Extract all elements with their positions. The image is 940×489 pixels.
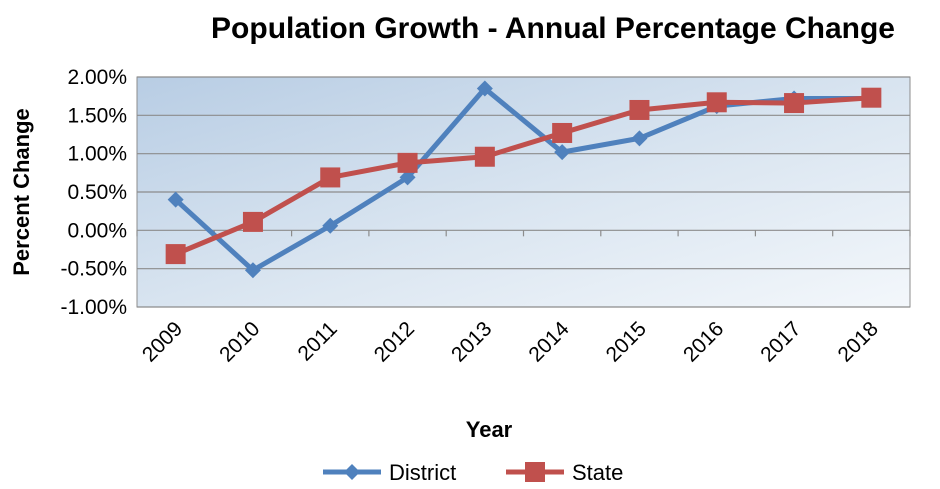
data-point xyxy=(167,191,184,208)
data-point xyxy=(784,93,805,114)
series-line xyxy=(173,95,874,257)
x-tick-label: 2010 xyxy=(215,317,264,366)
x-tick-label: 2015 xyxy=(602,317,651,366)
data-point xyxy=(322,217,339,234)
data-point xyxy=(165,244,186,265)
x-tick-label: 2017 xyxy=(756,317,805,366)
chart-title: Population Growth - Annual Percentage Ch… xyxy=(211,12,895,45)
y-tick-label: 1.00% xyxy=(67,143,127,166)
legend: District State xyxy=(323,460,623,485)
x-tick-label: 2013 xyxy=(447,317,496,366)
legend-label: District xyxy=(389,460,456,485)
legend-item-district: District xyxy=(323,460,456,485)
data-point xyxy=(397,152,418,173)
legend-marker xyxy=(344,464,360,480)
x-axis-ticks: 2009 2010 2011 2012 2013 2014 2015 2016 2017 2018 xyxy=(138,317,883,367)
data-point xyxy=(629,99,650,120)
gridlines xyxy=(136,76,911,308)
data-point xyxy=(242,211,263,232)
y-tick-label: 0.00% xyxy=(67,219,127,242)
data-point xyxy=(474,146,495,167)
series-layer xyxy=(165,80,882,279)
series-state xyxy=(165,87,882,265)
data-point xyxy=(476,80,493,97)
x-tick-label: 2012 xyxy=(370,317,419,366)
legend-label: State xyxy=(572,460,623,485)
y-axis-ticks: 2.00% 1.50% 1.00% 0.50% 0.00% -0.50% -1.00% xyxy=(60,66,127,319)
y-tick-label: 2.00% xyxy=(67,66,127,89)
data-point xyxy=(244,262,261,279)
x-tick-label: 2018 xyxy=(834,317,883,366)
data-point xyxy=(706,92,727,113)
x-tick-label: 2011 xyxy=(294,317,342,365)
data-point xyxy=(399,169,416,186)
data-point xyxy=(552,122,573,143)
data-point xyxy=(320,167,341,188)
y-tick-label: 0.50% xyxy=(67,181,127,204)
x-axis-label: Year xyxy=(466,417,513,442)
y-tick-label: -0.50% xyxy=(60,258,127,281)
data-point xyxy=(554,144,571,161)
x-tick-label: 2016 xyxy=(679,317,728,366)
legend-marker xyxy=(525,462,545,482)
data-point xyxy=(861,87,882,108)
legend-item-state: State xyxy=(506,460,623,485)
x-tick-label: 2009 xyxy=(138,317,187,366)
data-point xyxy=(631,130,648,147)
y-tick-label: -1.00% xyxy=(60,296,127,319)
y-axis-label: Percent Change xyxy=(9,108,34,276)
x-tick-label: 2014 xyxy=(524,317,574,367)
y-tick-label: 1.50% xyxy=(67,104,127,127)
